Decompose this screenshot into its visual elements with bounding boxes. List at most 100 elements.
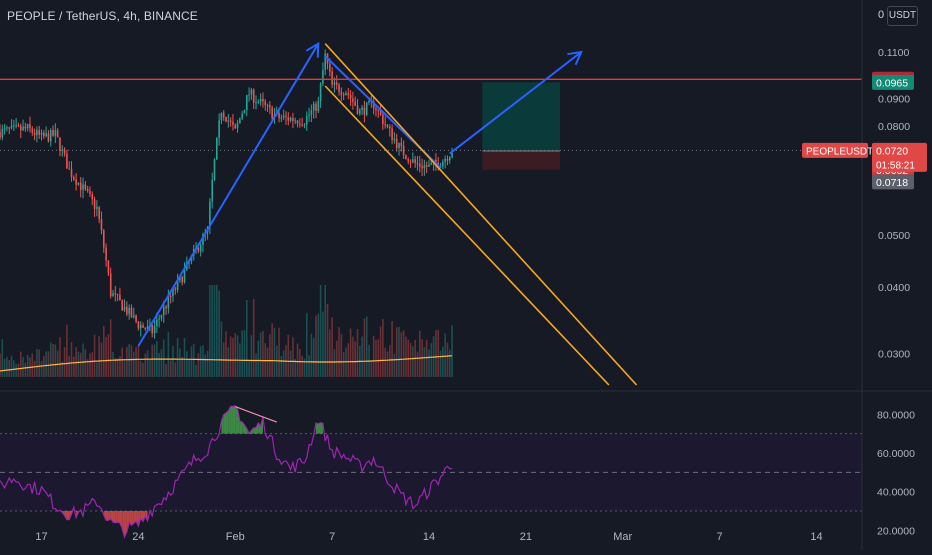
- volume-bar: [151, 344, 154, 377]
- candle-body: [79, 182, 82, 191]
- volume-bar: [186, 351, 188, 377]
- volume-bar: [40, 361, 43, 377]
- volume-bar: [232, 337, 234, 377]
- candle-body: [40, 132, 43, 135]
- candle-body: [442, 161, 444, 167]
- candle-body: [126, 306, 128, 315]
- candle-body: [393, 138, 396, 141]
- volume-bar: [174, 362, 177, 377]
- volume-bar: [287, 334, 290, 377]
- candle-body: [379, 110, 382, 115]
- volume-bar: [430, 343, 433, 377]
- volume-bar: [377, 339, 380, 377]
- candle-body: [322, 70, 324, 84]
- volume-bar: [220, 321, 223, 377]
- volume-bar: [227, 347, 230, 377]
- time-tick-label: 21: [520, 531, 532, 543]
- volume-bar: [139, 360, 142, 377]
- candle-body: [234, 124, 237, 129]
- candle-body: [416, 163, 419, 165]
- volume-bar: [183, 337, 186, 377]
- candle-body: [227, 120, 230, 122]
- volume-bar: [340, 333, 343, 377]
- candle-body: [8, 127, 11, 129]
- volume-bar: [36, 348, 38, 377]
- volume-bar: [188, 359, 190, 377]
- volume-bar: [38, 349, 41, 377]
- volume-bar: [135, 347, 137, 377]
- candle-body: [47, 133, 50, 142]
- candle-body: [49, 130, 52, 142]
- volume-bar: [322, 311, 324, 377]
- volume-bar: [218, 290, 220, 377]
- volume-bar: [437, 329, 440, 377]
- candle-body: [93, 199, 96, 209]
- volume-bar: [416, 351, 419, 377]
- candle-body: [451, 152, 453, 158]
- last-price-tag-bg: [872, 142, 927, 172]
- candle-body: [296, 120, 299, 124]
- volume-bar: [105, 336, 107, 377]
- candle-body: [391, 128, 393, 141]
- volume-bar: [49, 342, 52, 377]
- rsi-overbought-fill: [237, 409, 240, 434]
- candle-body: [425, 165, 428, 167]
- projection-arrow-head: [567, 50, 583, 66]
- time-tick-label: 7: [329, 531, 335, 543]
- volume-bar: [26, 354, 29, 377]
- volume-bar: [308, 355, 310, 377]
- candle-body: [444, 158, 446, 162]
- volume-bar: [160, 349, 163, 377]
- candle-body: [292, 117, 294, 121]
- currency-selector[interactable]: USDT: [887, 6, 918, 26]
- volume-bar: [296, 343, 299, 377]
- volume-bar: [1, 339, 4, 377]
- volume-bar: [248, 361, 250, 377]
- chart-title: PEOPLE / TetherUS, 4h, BINANCE: [7, 9, 198, 23]
- volume-bar: [354, 341, 356, 377]
- candle-body: [299, 123, 301, 125]
- volume-bar: [121, 347, 124, 377]
- candle-body: [310, 110, 313, 115]
- rsi-oversold-fill: [66, 511, 70, 520]
- volume-bar: [305, 313, 308, 377]
- candle-body: [139, 325, 142, 329]
- candle-body: [56, 130, 59, 138]
- volume-bar: [162, 339, 165, 377]
- volume-bar: [68, 355, 70, 377]
- volume-bar: [400, 332, 403, 377]
- candle-body: [75, 179, 77, 185]
- volume-bar: [352, 336, 354, 377]
- candle-body: [15, 125, 17, 127]
- candle-body: [255, 102, 257, 104]
- candle-body: [400, 142, 403, 146]
- volume-bar: [8, 360, 11, 377]
- volume-bar: [379, 326, 382, 377]
- time-tick-label: Mar: [613, 531, 632, 543]
- candle-body: [36, 130, 38, 136]
- volume-bar: [310, 333, 313, 377]
- candle-body: [407, 159, 410, 162]
- volume-bar: [100, 342, 103, 377]
- volume-bar: [45, 351, 47, 377]
- candle-body: [181, 276, 184, 283]
- volume-bar: [250, 335, 253, 377]
- rsi-overbought-fill: [239, 421, 243, 434]
- volume-bar: [19, 351, 22, 377]
- volume-bar: [89, 353, 91, 377]
- candle-body: [19, 125, 22, 131]
- rsi-overbought-fill: [228, 406, 231, 434]
- volume-bar: [395, 327, 398, 377]
- candle-body: [96, 207, 98, 209]
- candle-body: [241, 113, 243, 119]
- candle-body: [222, 112, 225, 117]
- candle-body: [26, 124, 29, 129]
- candle-body: [54, 130, 57, 136]
- volume-bar: [382, 319, 384, 377]
- candle-body: [402, 145, 405, 156]
- volume-bar: [206, 350, 209, 377]
- candle-body: [22, 126, 24, 131]
- rsi-band: [0, 433, 862, 511]
